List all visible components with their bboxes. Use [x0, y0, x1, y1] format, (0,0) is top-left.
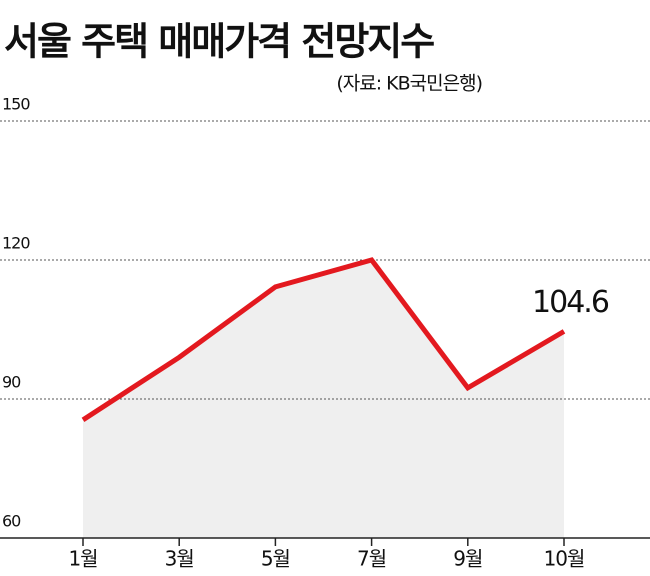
y-tick-label: 60 — [2, 512, 21, 531]
value-label: 104.6 — [532, 285, 609, 320]
x-tick-label: 5월 — [261, 547, 290, 571]
x-tick-label: 7월 — [357, 547, 386, 571]
x-tick-label: 10월 — [544, 547, 585, 571]
chart-subtitle: (자료: KB국민은행) — [336, 73, 482, 95]
y-tick-label: 90 — [2, 373, 21, 392]
x-tick-label: 9월 — [453, 547, 482, 571]
area — [83, 260, 564, 538]
line — [81, 257, 566, 422]
x-tick-label: 3월 — [165, 547, 194, 571]
x-tick-label: 1월 — [68, 547, 97, 571]
y-tick-label: 150 — [2, 95, 30, 114]
y-tick-label: 120 — [2, 234, 30, 253]
chart-title: 서울 주택 매매가격 전망지수 — [4, 20, 434, 64]
